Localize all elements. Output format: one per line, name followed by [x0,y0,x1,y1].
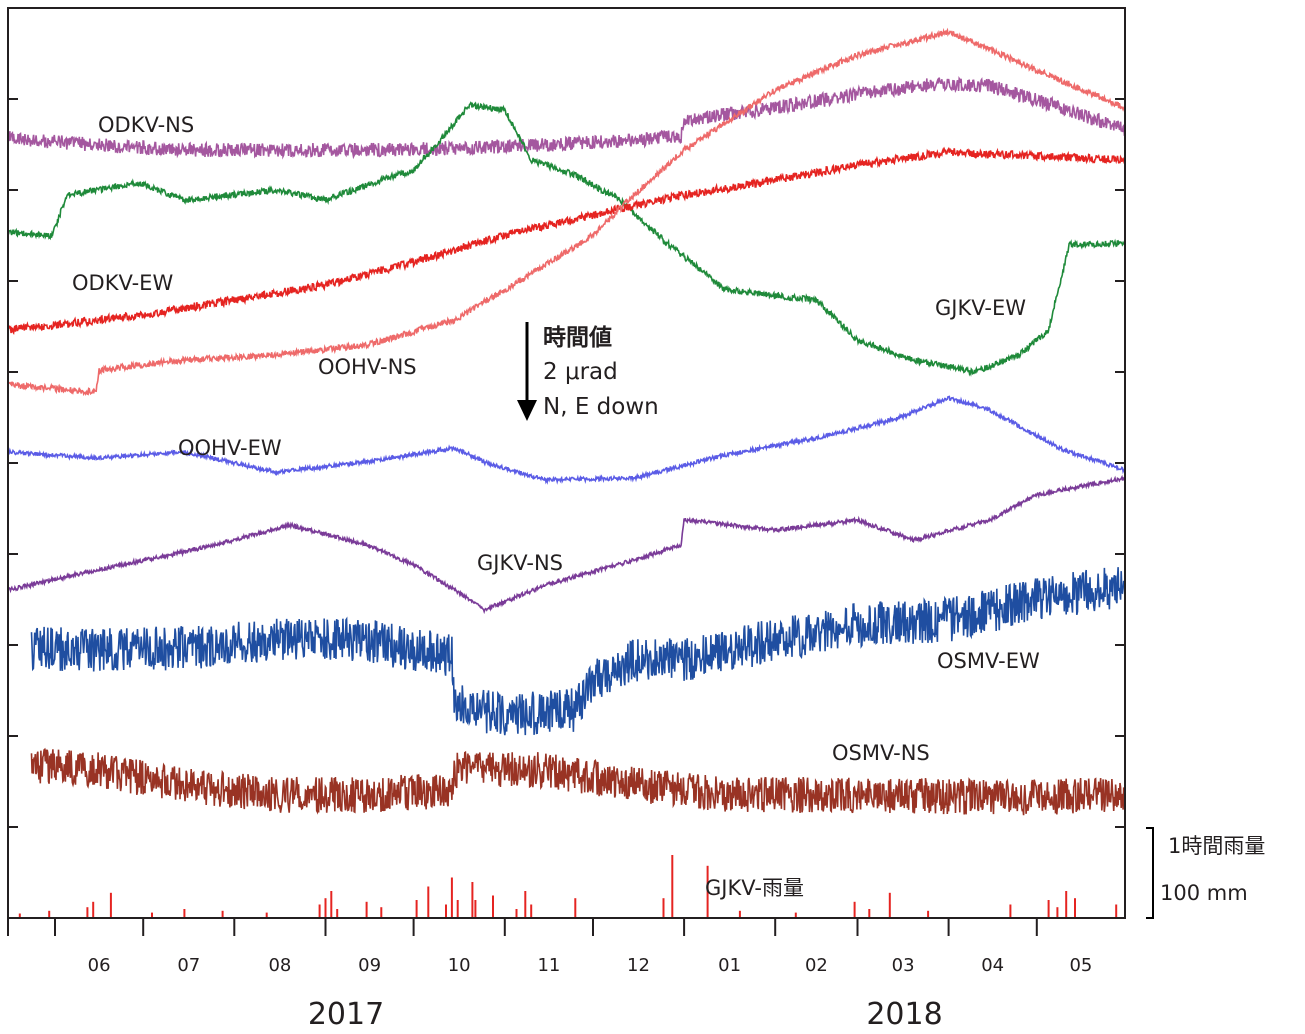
x-tick-label: 10 [448,955,471,976]
series-line-osmv-ew [30,567,1126,736]
series-line-odkv-ew [7,146,1126,335]
series-label-gjkv-ew: GJKV-EW [935,296,1026,320]
rain-scale-value: 100 mm [1160,881,1248,905]
rain-layer [18,855,1118,918]
scale-label-3: N, E down [543,394,659,420]
x-tick-label: 06 [88,955,111,976]
rain-scale-title: 1時間雨量 [1168,834,1265,858]
year-label: 2017 [308,997,384,1032]
x-tick-label: 11 [537,955,560,976]
series-line-osmv-ns [30,747,1126,816]
series-label-rain: GJKV-雨量 [705,876,804,900]
x-tick-label: 08 [268,955,291,976]
series-line-oohv-ew [7,395,1126,485]
series-line-gjkv-ns [7,474,1126,615]
series-line-oohv-ns [7,27,1126,397]
series-layer [7,27,1126,816]
series-line-gjkv-ew [7,101,1126,377]
series-label-osmv-ew: OSMV-EW [937,649,1040,673]
series-label-oohv-ns: OOHV-NS [318,355,417,379]
series-line-odkv-ns [7,75,1126,160]
x-tick-label: 01 [718,955,741,976]
x-tick-label: 07 [177,955,200,976]
x-tick-label: 09 [358,955,381,976]
series-label-osmv-ns: OSMV-NS [832,741,930,765]
scale-label-2: 2 μrad [543,359,618,385]
series-label-odkv-ns: ODKV-NS [98,113,194,137]
x-tick-label: 02 [805,955,828,976]
scale-label-1: 時間値 [543,325,612,351]
series-label-oohv-ew: OOHV-EW [178,436,282,460]
x-tick-label: 12 [627,955,650,976]
scale-arrow [517,322,537,421]
year-label: 2018 [866,997,942,1032]
series-label-odkv-ew: ODKV-EW [72,271,173,295]
axis-layer: 06 07 08 09 10 11 12 01 02 03 04 05 2017 2018 [7,98,1125,1032]
x-tick-label: 04 [981,955,1004,976]
plot-frame [7,7,1126,919]
x-tick-label: 05 [1069,955,1092,976]
rain-scale-bracket [1146,827,1154,919]
x-tick-label: 03 [892,955,915,976]
series-label-gjkv-ns: GJKV-NS [477,551,563,575]
